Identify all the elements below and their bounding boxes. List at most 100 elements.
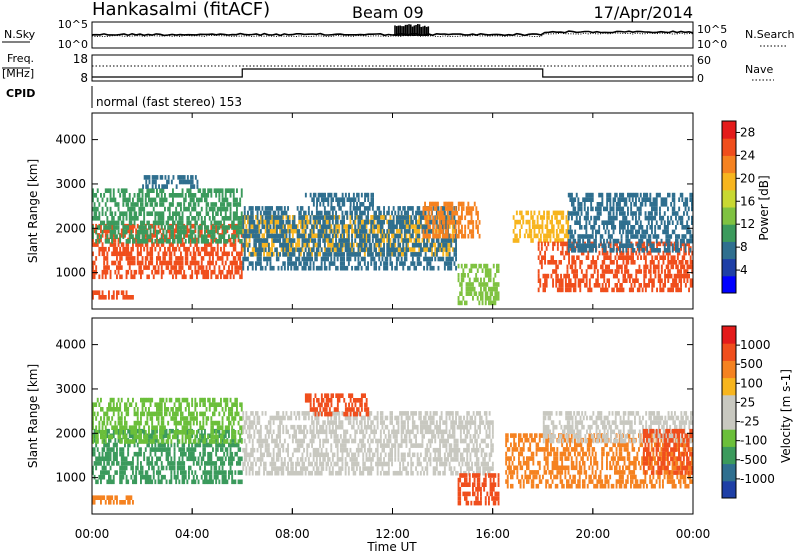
heatmap-cell: [378, 238, 381, 243]
heatmap-cell: [98, 456, 101, 462]
heatmap-cell: [135, 269, 138, 275]
heatmap-cell: [429, 261, 432, 266]
heatmap-cell: [172, 220, 174, 226]
heatmap-cell: [572, 238, 575, 244]
heatmap-cell: [355, 252, 358, 257]
heatmap-cell: [236, 225, 238, 230]
heatmap-cell: [124, 225, 126, 230]
heatmap-cell: [667, 215, 669, 221]
heatmap-cell: [333, 206, 336, 211]
heatmap-cell: [598, 215, 601, 221]
heatmap-cell: [266, 233, 269, 239]
heatmap-cell: [614, 283, 617, 288]
heatmap-cell: [552, 278, 554, 283]
heatmap-cell: [291, 233, 294, 238]
heatmap-cell: [478, 291, 481, 296]
heatmap-cell: [269, 247, 272, 252]
heatmap-cell: [627, 234, 629, 239]
heatmap-cell: [180, 179, 183, 185]
heatmap-cell: [392, 224, 395, 230]
heatmap-cell: [149, 447, 152, 452]
heatmap-cell: [100, 237, 102, 243]
heatmap-cell: [468, 268, 471, 273]
heatmap-cell: [148, 265, 150, 270]
heatmap-cell: [117, 220, 120, 226]
nave-tick-top: 60: [697, 54, 711, 67]
heatmap-cell: [140, 246, 142, 252]
heatmap-cell: [611, 220, 613, 225]
heatmap-cell: [237, 256, 240, 261]
heatmap-cell: [290, 265, 293, 271]
heatmap-cell: [215, 251, 218, 257]
heatmap-cell: [299, 261, 302, 266]
heatmap-cell: [220, 188, 222, 193]
heatmap-cell: [125, 211, 128, 216]
heatmap-cell: [240, 251, 243, 257]
heatmap-cell: [311, 228, 313, 234]
heatmap-cell: [307, 219, 310, 225]
heatmap-cell: [667, 192, 669, 198]
heatmap-cell: [544, 260, 546, 265]
heatmap-cell: [601, 287, 604, 293]
heatmap-cell: [457, 220, 460, 225]
heatmap-cell: [279, 219, 281, 225]
heatmap-cell: [612, 197, 615, 202]
heatmap-cell: [423, 242, 425, 248]
heatmap-cell: [275, 256, 278, 262]
heatmap-cell: [255, 206, 257, 211]
heatmap-cell: [405, 256, 408, 262]
heatmap-cell: [676, 220, 679, 225]
heatmap-cell: [435, 201, 438, 207]
heatmap-cell: [651, 287, 654, 293]
heatmap-cell: [210, 237, 213, 243]
heatmap-cell: [443, 242, 446, 248]
heatmap-cell: [389, 229, 392, 234]
heatmap-cell: [109, 206, 112, 212]
heatmap-cell: [188, 193, 190, 198]
heatmap-cell: [367, 233, 369, 239]
heatmap-cell: [191, 260, 194, 266]
heatmap-cell: [623, 220, 626, 225]
heatmap-cell: [489, 296, 492, 301]
heatmap-cell: [165, 260, 168, 266]
heatmap-cell: [167, 220, 170, 226]
heatmap-cell: [170, 179, 173, 185]
heatmap-cell: [138, 188, 141, 193]
heatmap-cell: [213, 246, 216, 252]
heatmap-cell: [400, 256, 403, 262]
heatmap-cell: [359, 215, 361, 220]
heatmap-cell: [213, 220, 216, 226]
heatmap-cell: [221, 256, 224, 261]
heatmap-cell: [688, 250, 690, 256]
heatmap-cell: [319, 192, 322, 198]
heatmap-cell: [659, 211, 661, 216]
heatmap-cell: [375, 265, 377, 271]
heatmap-cell: [445, 247, 448, 253]
heatmap-cell: [295, 242, 297, 248]
heatmap-cell: [146, 175, 149, 180]
heatmap-cell: [128, 216, 131, 221]
heatmap-cell: [140, 220, 142, 226]
heatmap-cell: [327, 238, 329, 243]
heatmap-cell: [248, 242, 251, 248]
heatmap-cell: [92, 188, 94, 193]
heatmap-cell: [120, 228, 123, 234]
heatmap-cell: [298, 238, 301, 243]
heatmap-cell: [484, 268, 487, 273]
heatmap-cell: [154, 246, 157, 252]
heatmap-cell: [175, 269, 178, 275]
heatmap-cell: [109, 234, 112, 239]
heatmap-cell: [641, 248, 644, 253]
heatmap-cell: [480, 296, 482, 301]
heatmap-cell: [269, 228, 272, 234]
heatmap-cell: [405, 233, 408, 238]
heatmap-cell: [170, 229, 173, 235]
heatmap-cell: [413, 238, 416, 243]
heatmap-cell: [371, 206, 374, 211]
heatmap-cell: [631, 197, 634, 202]
heatmap-cell: [631, 234, 634, 239]
heatmap-cell: [234, 234, 237, 239]
heatmap-cell: [343, 256, 345, 262]
heatmap-cell: [376, 224, 379, 229]
